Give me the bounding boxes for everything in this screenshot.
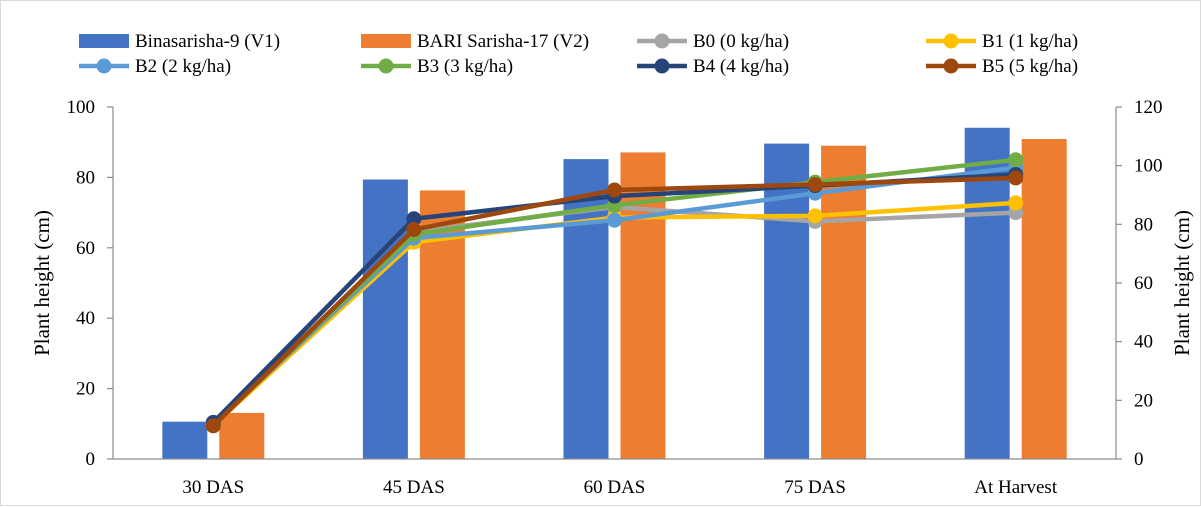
line-point-2-4 bbox=[807, 208, 823, 224]
right-y-tick-label: 0 bbox=[1134, 449, 1144, 470]
legend-label: B3 (3 kg/ha) bbox=[417, 56, 513, 77]
legend-marker-5 bbox=[654, 58, 670, 74]
left-y-tick-label: 20 bbox=[76, 379, 95, 400]
legend-swatch-bar_series-1 bbox=[79, 34, 129, 48]
legend: Binasarisha-9 (V1) BARI Sarisha-17 (V2) B0… bbox=[79, 31, 1078, 77]
x-tick-label: 75 DAS bbox=[784, 477, 846, 498]
line-point-6-5 bbox=[1008, 170, 1024, 186]
line-point-6-1 bbox=[205, 418, 221, 434]
left-y-tick-label: 100 bbox=[67, 97, 96, 118]
left-y-tick-label: 40 bbox=[76, 308, 95, 329]
bar-1-1 bbox=[162, 421, 208, 459]
bar-1-3 bbox=[563, 159, 609, 459]
right-y-tick-label: 40 bbox=[1134, 332, 1153, 353]
x-tick-label: 45 DAS bbox=[383, 477, 445, 498]
legend-marker-2 bbox=[943, 33, 959, 49]
line-point-5-2 bbox=[406, 211, 422, 227]
left-y-tick-label: 60 bbox=[76, 238, 95, 259]
left-y-tick-label: 80 bbox=[76, 167, 95, 188]
line-point-3-3 bbox=[607, 212, 622, 228]
line-point-4-5 bbox=[1008, 152, 1024, 168]
legend-label: B4 (4 kg/ha) bbox=[693, 56, 789, 77]
bar-2-4 bbox=[821, 145, 867, 459]
legend-marker-3 bbox=[96, 58, 112, 74]
legend-swatch-bar_series-2 bbox=[361, 34, 411, 48]
line-point-6-3 bbox=[607, 182, 622, 198]
legend-marker-6 bbox=[943, 58, 959, 74]
right-y-tick-label: 100 bbox=[1134, 156, 1163, 177]
legend-marker-1 bbox=[654, 33, 670, 49]
legend-label: B1 (1 kg/ha) bbox=[982, 31, 1078, 52]
legend-label: BARI Sarisha-17 (V2) bbox=[417, 31, 589, 52]
right-y-axis-title: Plant height (cm) bbox=[1170, 210, 1194, 356]
line-group bbox=[205, 152, 1024, 434]
bar-1-5 bbox=[964, 127, 1010, 459]
left-y-tick-label: 0 bbox=[86, 449, 96, 470]
bar-1-4 bbox=[764, 143, 810, 459]
x-tick-label: At Harvest bbox=[974, 477, 1058, 498]
x-tick-label: 60 DAS bbox=[584, 477, 646, 498]
x-tick-label: 30 DAS bbox=[182, 477, 244, 498]
legend-label: Binasarisha-9 (V1) bbox=[135, 31, 280, 52]
bar-2-5 bbox=[1021, 139, 1067, 460]
bar-group bbox=[162, 127, 1067, 460]
legend-label: B5 (5 kg/ha) bbox=[982, 56, 1078, 77]
legend-label: B2 (2 kg/ha) bbox=[135, 56, 231, 77]
right-y-tick-label: 120 bbox=[1134, 97, 1163, 118]
legend-marker-4 bbox=[378, 58, 394, 74]
left-y-axis-title: Plant height (cm) bbox=[30, 210, 54, 356]
right-y-tick-label: 80 bbox=[1134, 214, 1153, 235]
tick-labels: 0 20 40 60 80 100 0 20 40 60 80 100 120 30 DAS 45 DAS 6… bbox=[67, 97, 1163, 498]
line-point-6-4 bbox=[807, 176, 823, 192]
line-point-6-2 bbox=[406, 222, 422, 238]
right-y-tick-label: 20 bbox=[1134, 390, 1153, 411]
right-y-tick-label: 60 bbox=[1134, 273, 1153, 294]
line-point-2-5 bbox=[1008, 195, 1024, 211]
legend-label: B0 (0 kg/ha) bbox=[693, 31, 789, 52]
bar-2-1 bbox=[219, 412, 265, 459]
bar-1-2 bbox=[362, 179, 408, 459]
